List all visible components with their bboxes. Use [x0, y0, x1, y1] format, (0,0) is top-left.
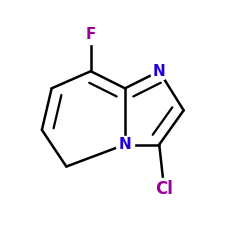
Text: N: N [153, 64, 166, 79]
Text: N: N [119, 137, 132, 152]
Text: F: F [86, 27, 96, 42]
Text: Cl: Cl [155, 180, 173, 198]
